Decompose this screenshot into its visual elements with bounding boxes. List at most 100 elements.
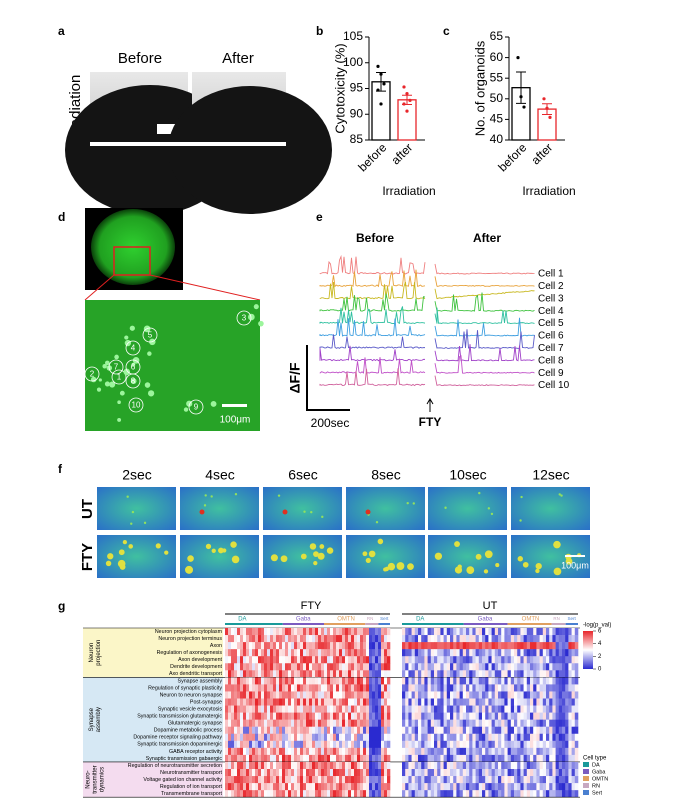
heat-cell: [424, 761, 428, 770]
heat-cell: [288, 656, 292, 664]
heat-cell: [381, 740, 385, 749]
heat-cell: [351, 628, 355, 636]
heat-cell: [472, 656, 476, 664]
heat-cell: [318, 783, 322, 791]
heat-cell: [498, 663, 502, 671]
heat-cell: [456, 684, 460, 692]
heat-cell: [434, 726, 438, 735]
heat-cell: [530, 642, 534, 650]
heat-cell: [558, 642, 563, 650]
heat-cell: [475, 698, 480, 706]
heat-cell: [336, 684, 340, 692]
heat-cell: [255, 677, 259, 685]
heat-cell: [351, 783, 355, 791]
heat-cell: [565, 670, 569, 678]
heat-cell: [351, 719, 355, 727]
heat-cell: [303, 790, 307, 798]
heat-cell: [456, 705, 460, 713]
hotspot: [204, 494, 207, 497]
trace-after: [434, 317, 535, 337]
heat-cell: [243, 670, 247, 678]
heat-cell: [536, 783, 540, 791]
heat-cell: [478, 740, 483, 749]
heat-cell: [369, 684, 373, 692]
heat-cell: [288, 635, 292, 643]
heat-cell: [387, 726, 391, 735]
heat-cell: [279, 670, 283, 678]
heat-cell: [437, 684, 441, 692]
heat-cell: [255, 642, 259, 650]
heat-cell: [568, 754, 572, 763]
heat-cell: [526, 747, 531, 756]
heat-cell: [434, 649, 438, 657]
heat-cell: [384, 691, 388, 699]
heat-cell: [285, 747, 289, 756]
heat-cell: [526, 740, 531, 749]
trace-after: [434, 307, 535, 325]
heat-cell: [309, 691, 313, 699]
heat-cell: [469, 783, 473, 791]
heat-cell: [446, 740, 451, 749]
heat-cell: [430, 635, 435, 643]
heat-cell: [249, 790, 253, 798]
heat-cell: [333, 628, 337, 636]
heat-cell: [562, 656, 566, 664]
heat-cell: [446, 769, 451, 777]
heat-cell: [339, 628, 343, 636]
heat-cell: [273, 740, 277, 749]
heat-cell: [568, 628, 572, 636]
heat-cell: [574, 776, 579, 784]
heat-cell: [312, 726, 316, 735]
heat-cell: [530, 649, 534, 657]
heat-cell: [231, 747, 235, 756]
heat-cell: [363, 740, 367, 749]
heat-cell: [306, 733, 310, 742]
heat-cell: [270, 691, 274, 699]
hotspot: [310, 510, 313, 514]
heat-cell: [408, 740, 412, 749]
data-point: [545, 106, 549, 110]
heat-cell: [482, 790, 486, 798]
heat-cell: [261, 783, 265, 791]
heat-cell: [273, 698, 277, 706]
heat-cell: [405, 769, 409, 777]
heat-cell: [434, 656, 438, 664]
heat-cell: [533, 783, 537, 791]
heat-cell: [303, 783, 307, 791]
heat-cell: [546, 740, 550, 749]
heat-cell: [469, 698, 473, 706]
heat-cell: [526, 663, 531, 671]
heat-cell: [309, 726, 313, 735]
heat-cell: [303, 684, 307, 692]
heat-cell: [297, 769, 301, 777]
heat-cell: [536, 733, 540, 742]
heat-cell: [270, 635, 274, 643]
heat-cell: [267, 733, 271, 742]
heat-cell: [478, 719, 483, 727]
heat-cell: [504, 769, 508, 777]
heat-cell: [303, 670, 307, 678]
organoid: [168, 86, 332, 214]
heat-cell: [315, 705, 319, 713]
heat-cell: [405, 691, 409, 699]
heat-cell: [273, 691, 277, 699]
heat-cell: [348, 761, 352, 770]
heat-cell: [526, 790, 531, 798]
heat-cell: [267, 684, 271, 692]
heat-cell: [243, 663, 247, 671]
heat-cell: [273, 747, 277, 756]
heat-cell: [252, 754, 256, 763]
zoom-line: [149, 274, 261, 301]
heat-cell: [533, 642, 537, 650]
heat-cell: [514, 635, 518, 643]
heat-cell: [405, 628, 409, 636]
heat-cell: [571, 740, 576, 749]
heat-cell: [526, 635, 531, 643]
heat-cell: [270, 670, 274, 678]
heat-cell: [363, 649, 367, 657]
heat-cell: [434, 663, 438, 671]
heat-cell: [237, 790, 241, 798]
heat-cell: [354, 635, 358, 643]
heat-cell: [446, 705, 451, 713]
heat-cell: [411, 761, 416, 770]
